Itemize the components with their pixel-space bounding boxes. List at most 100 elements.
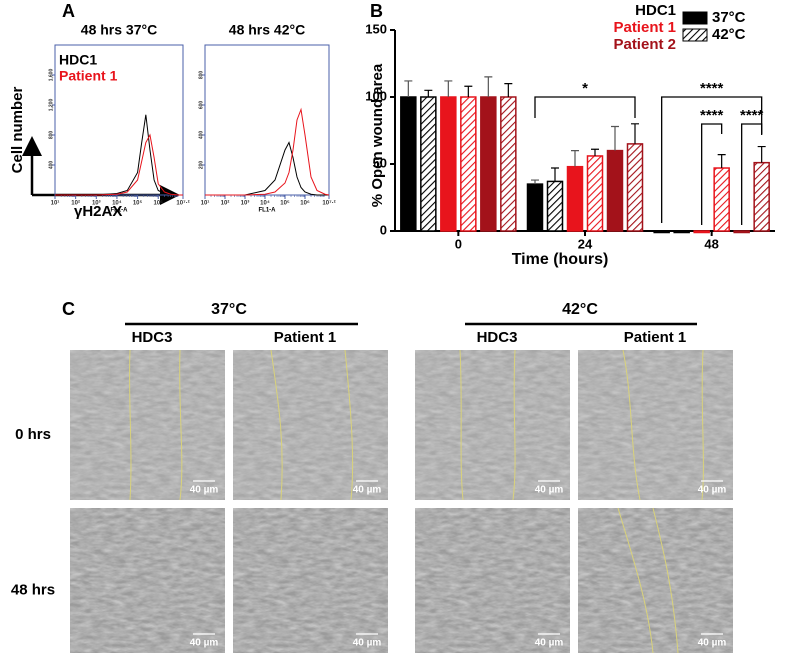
error-bar	[404, 80, 413, 97]
column-label: Patient 1	[274, 329, 337, 346]
legend-label: Patient 2	[613, 36, 676, 53]
scale-bar-label: 40 µm	[698, 485, 727, 496]
legend-label: HDC1	[635, 2, 676, 19]
wound-edge	[270, 349, 283, 501]
error-bar	[464, 85, 473, 97]
y-tick-label: 1,200	[48, 99, 54, 112]
wound-edge	[512, 349, 516, 501]
chart-title: 48 hrs 37°C	[81, 22, 157, 38]
error-bar	[424, 89, 433, 97]
y-tick-label: 100	[365, 88, 387, 103]
y-tick-label: 800	[48, 131, 54, 140]
y-tick-label: 800	[198, 71, 204, 80]
plot-frame	[204, 44, 330, 196]
error-bar	[611, 125, 619, 151]
error-bar	[484, 76, 493, 97]
x-tick-label: 10¹	[51, 200, 60, 207]
y-tick-label: 400	[198, 131, 204, 140]
column-label: HDC3	[477, 329, 518, 346]
micrograph-texture	[578, 508, 733, 653]
panel-label: C	[62, 299, 75, 319]
bar	[546, 180, 564, 232]
legend-label: HDC1	[59, 52, 97, 68]
legend-label: Patient 1	[59, 68, 118, 84]
row-label: 48 hrs	[11, 581, 55, 598]
wound-edge	[652, 507, 679, 654]
bar	[420, 96, 437, 232]
x-tick-label: 10⁴	[112, 201, 122, 207]
x-axis-label: Time (hours)	[512, 251, 609, 268]
column-label: HDC3	[132, 329, 173, 346]
error-bar	[631, 123, 639, 144]
bar	[440, 96, 457, 232]
micrograph: 40 µm	[415, 508, 570, 653]
panel-label: A	[62, 1, 75, 21]
micrograph-texture	[70, 350, 225, 500]
histogram-line	[205, 141, 329, 196]
bar	[713, 167, 730, 232]
y-tick-label: 200	[198, 161, 204, 170]
x-tick-label: 10⁷·²	[176, 200, 189, 207]
bar	[653, 230, 670, 234]
x-tick-label: 10¹	[201, 200, 210, 207]
wound-edge	[617, 507, 654, 654]
x-axis-label: FL1-A	[111, 208, 129, 214]
wound-edge	[459, 349, 464, 501]
x-tick-label: 10⁶	[300, 201, 310, 207]
scale-bar-label: 40 µm	[535, 485, 564, 496]
x-tick-label: 0	[455, 236, 462, 251]
x-tick-label: 10⁷·²	[322, 200, 335, 207]
micrograph: 40 µm	[233, 349, 388, 501]
scale-bar-label: 40 µm	[353, 638, 382, 649]
bar	[526, 183, 544, 232]
x-tick-label: 10⁵	[280, 201, 290, 207]
legend-swatch	[682, 28, 708, 42]
y-tick-label: 0	[380, 222, 387, 237]
micrograph-texture	[70, 508, 225, 653]
micrograph: 40 µm	[415, 349, 570, 501]
error-bar	[591, 148, 599, 156]
significance-label: ****	[740, 107, 764, 124]
error-bar	[757, 145, 766, 163]
micrograph: 40 µm	[578, 507, 733, 654]
y-tick-label: 600	[198, 101, 204, 110]
bar	[753, 161, 770, 232]
legend-label: 37°C	[712, 9, 746, 26]
wound-edge	[179, 349, 183, 501]
y-tick-label: 50	[373, 155, 387, 170]
micrograph-texture	[415, 508, 570, 653]
bar	[400, 96, 417, 232]
error-bar	[444, 80, 453, 97]
error-bar	[504, 83, 513, 97]
x-tick-label: 10³	[241, 200, 250, 207]
row-label: 0 hrs	[15, 426, 51, 443]
histogram-line	[55, 133, 183, 196]
error-bar	[717, 154, 726, 169]
x-tick-label: 10⁴	[260, 201, 270, 207]
legend-label: 42°C	[712, 26, 746, 43]
significance-label: ****	[700, 107, 724, 124]
x-tick-label: 48	[704, 236, 718, 251]
scale-bar-label: 40 µm	[698, 638, 727, 649]
legend-swatch	[682, 11, 708, 25]
y-tick-label: 400	[48, 161, 54, 170]
scale-bar-label: 40 µm	[190, 485, 219, 496]
x-tick-label: 10²	[221, 200, 230, 207]
axis-label: Cell number	[9, 86, 26, 173]
bar	[673, 230, 690, 234]
scale-bar-label: 40 µm	[190, 638, 219, 649]
wound-edge	[701, 349, 704, 501]
temperature-heading: 42°C	[562, 301, 598, 318]
x-tick-label: 10⁶	[154, 201, 164, 207]
column-label: Patient 1	[624, 329, 687, 346]
histogram-line	[55, 114, 183, 196]
significance-bracket	[741, 123, 763, 225]
significance-label: ****	[700, 80, 724, 97]
micrograph: 40 µm	[578, 349, 733, 501]
x-tick-label: 10⁵	[133, 201, 143, 207]
temperature-heading: 37°C	[211, 301, 247, 318]
scale-bar-label: 40 µm	[535, 638, 564, 649]
micrograph-texture	[415, 350, 570, 500]
significance-bracket	[701, 123, 723, 225]
